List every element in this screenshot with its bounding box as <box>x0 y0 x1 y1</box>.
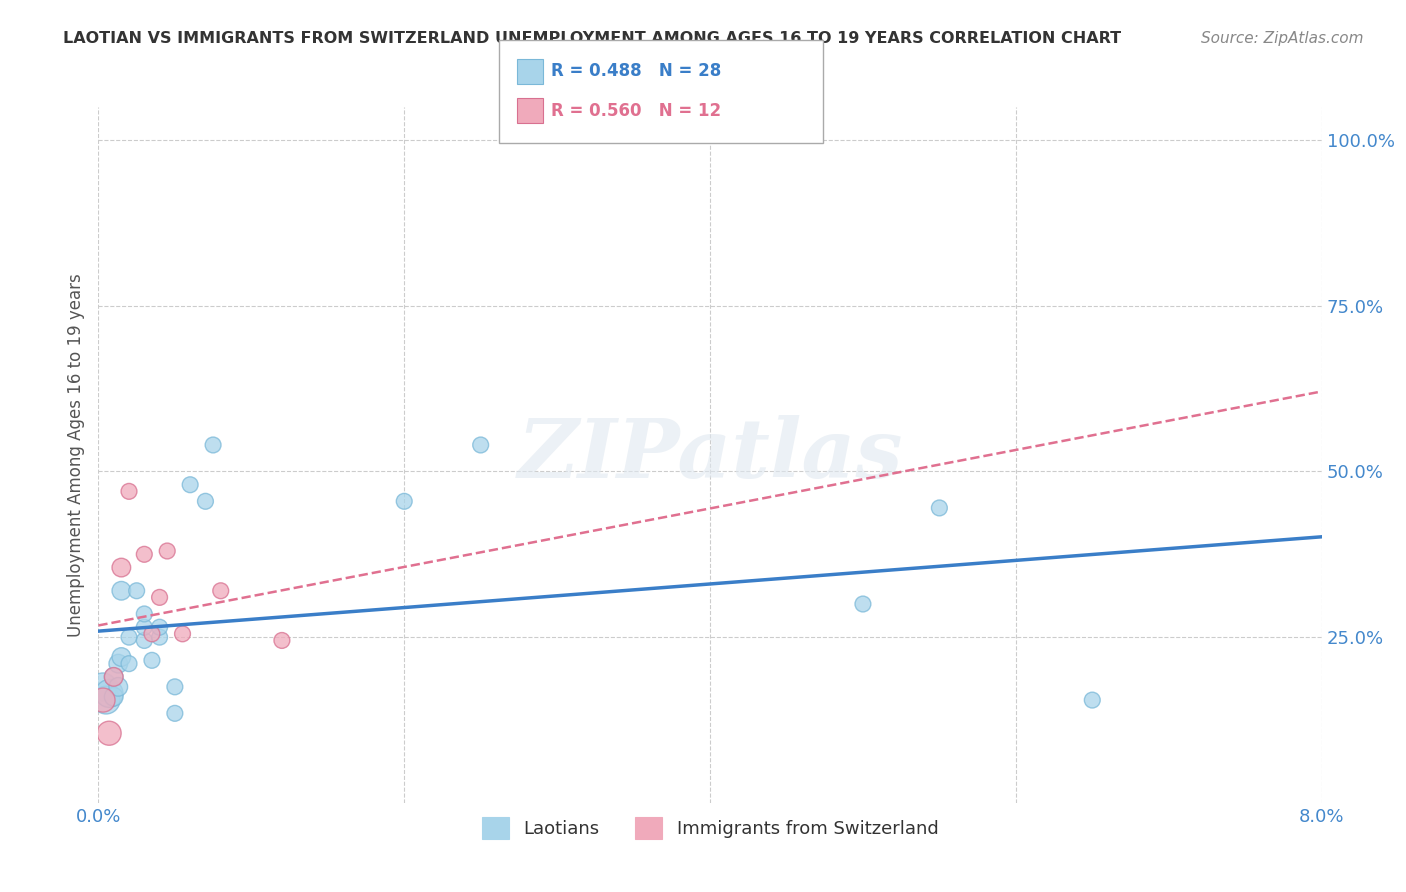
Point <box>94 693 117 707</box>
Point <box>141 653 163 667</box>
Point <box>110 650 132 665</box>
Point <box>98 726 121 740</box>
Text: ZIPatlas: ZIPatlas <box>517 415 903 495</box>
Point <box>103 670 125 684</box>
Text: R = 0.560   N = 12: R = 0.560 N = 12 <box>551 102 721 120</box>
Point <box>134 547 156 561</box>
Point <box>149 591 172 605</box>
Point <box>103 670 125 684</box>
Point <box>270 633 294 648</box>
Point <box>98 686 121 700</box>
Point <box>202 438 225 452</box>
Text: LAOTIAN VS IMMIGRANTS FROM SWITZERLAND UNEMPLOYMENT AMONG AGES 16 TO 19 YEARS CO: LAOTIAN VS IMMIGRANTS FROM SWITZERLAND U… <box>63 31 1122 46</box>
Point <box>149 630 172 644</box>
Point <box>91 680 114 694</box>
Point <box>134 607 156 621</box>
Point <box>110 560 132 574</box>
Point <box>134 633 156 648</box>
Y-axis label: Unemployment Among Ages 16 to 19 years: Unemployment Among Ages 16 to 19 years <box>66 273 84 637</box>
Point <box>163 680 186 694</box>
Point <box>118 657 141 671</box>
Point <box>179 477 201 491</box>
Point <box>107 680 129 694</box>
Point <box>110 583 132 598</box>
Point <box>156 544 179 558</box>
Point <box>392 494 416 508</box>
Point <box>209 583 232 598</box>
Text: R = 0.488   N = 28: R = 0.488 N = 28 <box>551 62 721 80</box>
Point <box>928 500 950 515</box>
Point <box>1081 693 1104 707</box>
Point <box>107 657 129 671</box>
Point <box>134 620 156 634</box>
Point <box>103 690 125 704</box>
Point <box>118 630 141 644</box>
Point <box>149 620 172 634</box>
Point <box>91 693 114 707</box>
Point <box>470 438 492 452</box>
Point <box>163 706 186 721</box>
Point <box>141 627 163 641</box>
Point <box>852 597 875 611</box>
Point <box>172 627 194 641</box>
Text: Source: ZipAtlas.com: Source: ZipAtlas.com <box>1201 31 1364 46</box>
Legend: Laotians, Immigrants from Switzerland: Laotians, Immigrants from Switzerland <box>474 809 946 846</box>
Point <box>125 583 148 598</box>
Point <box>118 484 141 499</box>
Point <box>194 494 217 508</box>
